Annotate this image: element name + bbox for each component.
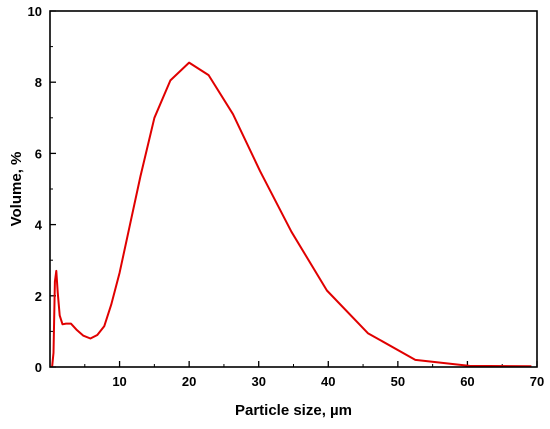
x-tick-label: 60 xyxy=(460,374,474,389)
x-tick-label: 70 xyxy=(530,374,544,389)
x-tick-label: 10 xyxy=(112,374,126,389)
y-tick-label: 0 xyxy=(35,360,42,375)
x-tick-label: 30 xyxy=(251,374,265,389)
y-tick-label: 10 xyxy=(28,4,42,19)
plot-area xyxy=(51,61,532,368)
plot-frame xyxy=(49,10,538,368)
y-axis-title: Volume, % xyxy=(8,152,25,227)
x-tick-label: 40 xyxy=(321,374,335,389)
axis-ticks: 10 20 30 40 50 60 70 0 2 4 6 8 10 xyxy=(28,4,545,389)
volume-distribution-line xyxy=(51,61,532,368)
x-tick-label: 50 xyxy=(391,374,405,389)
x-axis-title: Particle size, µm xyxy=(235,402,352,419)
x-tick-label: 20 xyxy=(182,374,196,389)
y-tick-label: 6 xyxy=(35,146,42,161)
y-tick-label: 4 xyxy=(35,218,43,233)
y-tick-label: 8 xyxy=(35,75,42,90)
y-tick-label: 2 xyxy=(35,289,42,304)
